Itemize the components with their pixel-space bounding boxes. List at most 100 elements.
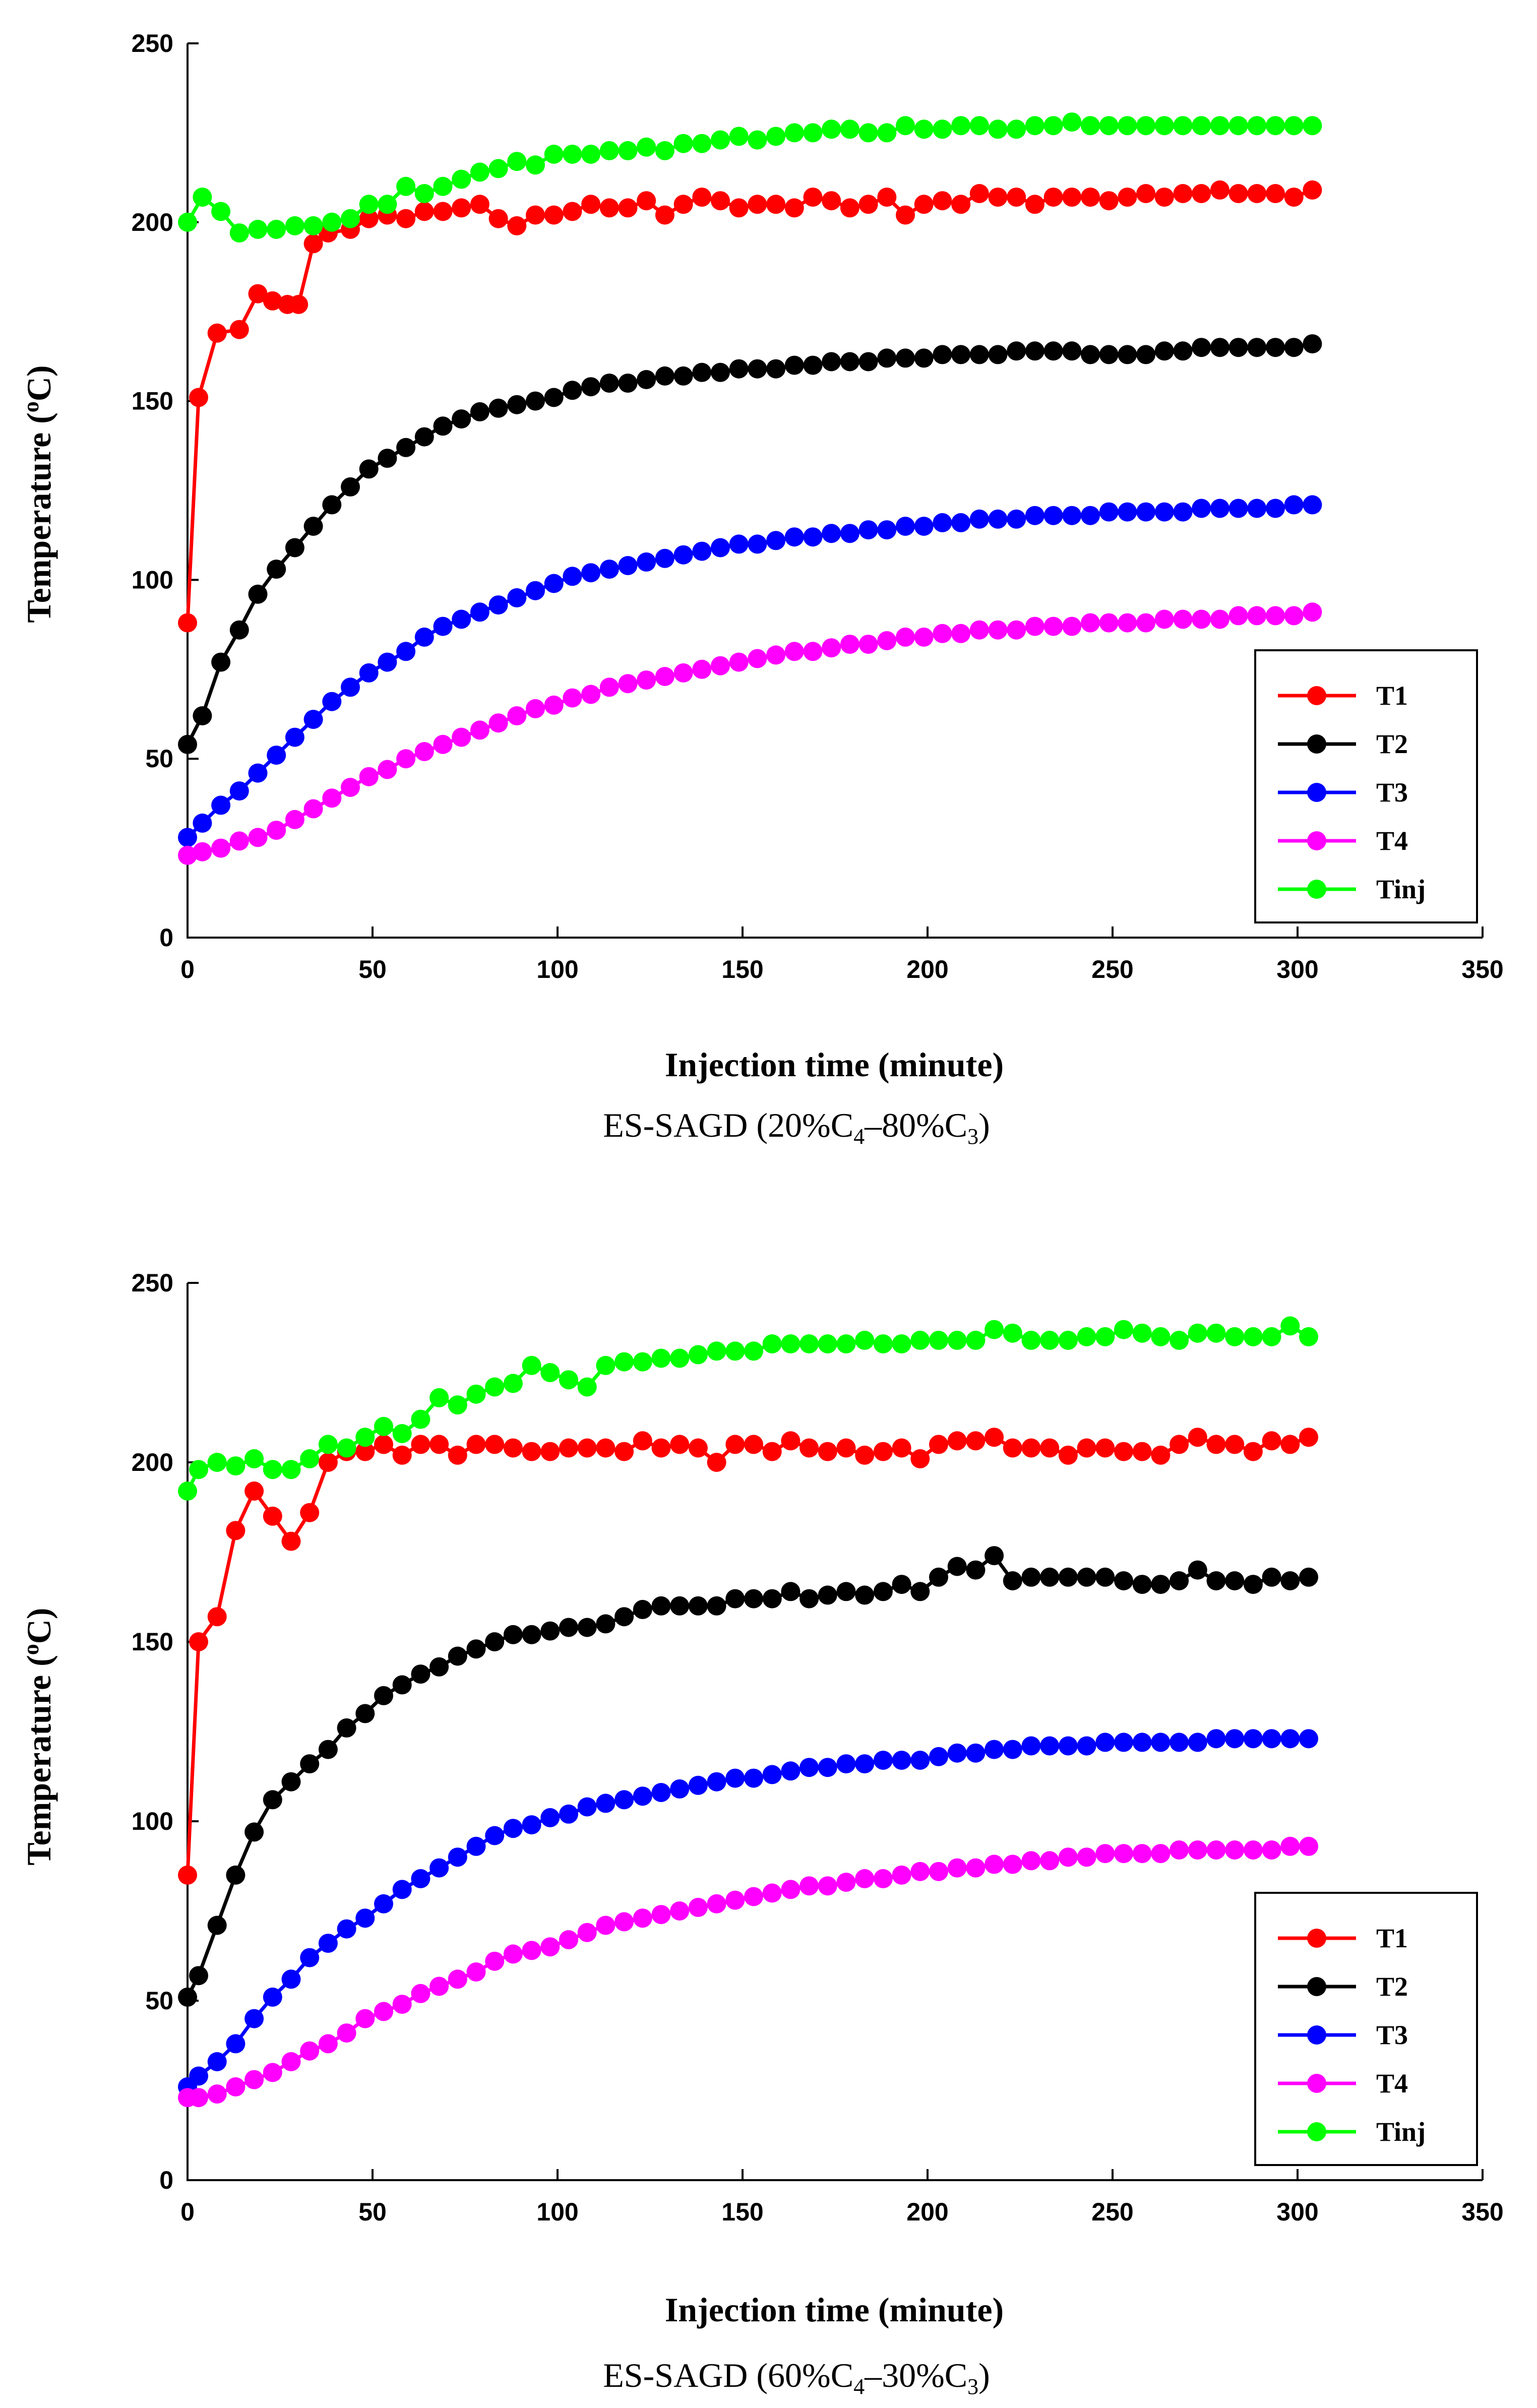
point-top-T4-44 [988,620,1008,640]
point-bottom-T4-49 [1077,1847,1096,1867]
point-bottom-Tinj-37 [855,1330,875,1350]
point-top-Tinj-19 [526,155,545,175]
point-bottom-T3-22 [577,1797,597,1817]
plot-area-bottom: 0 50 100 150 200 250 0 50 100 150 200 250 300 350 T1 T2… [132,1269,1504,2226]
point-bottom-T1-20 [540,1442,560,1461]
point-bottom-Tinj-15 [448,1395,467,1415]
y-tick-label-top-100: 100 [132,566,173,594]
point-top-Tinj-10 [359,195,379,214]
point-bottom-T4-47 [1040,1851,1060,1871]
point-bottom-T2-2 [207,1916,227,1935]
point-top-T3-15 [452,609,471,629]
point-bottom-T2-3 [226,1865,245,1885]
legend-marker-top-T2 [1307,734,1326,754]
point-top-T4-4 [248,828,268,847]
legend-label-top-T1: T1 [1376,681,1408,711]
point-top-T4-20 [544,695,564,715]
point-top-T2-7 [303,517,323,536]
point-bottom-T2-57 [1225,1571,1245,1590]
point-bottom-T3-54 [1170,1733,1189,1752]
point-bottom-T2-55 [1188,1560,1207,1580]
point-top-T3-12 [396,642,416,661]
series-line-top-T4 [187,610,1313,857]
x-tick-label-top-100: 100 [536,955,578,983]
point-bottom-T3-53 [1151,1733,1171,1752]
point-bottom-T3-45 [1003,1740,1022,1759]
point-top-T4-22 [581,685,601,704]
point-top-T2-24 [618,374,638,393]
point-top-T2-58 [1247,338,1267,357]
point-bottom-Tinj-47 [1040,1330,1060,1350]
point-top-T2-29 [711,362,730,382]
point-bottom-Tinj-17 [485,1377,505,1397]
point-bottom-T3-31 [744,1768,763,1788]
point-top-T3-10 [359,663,379,683]
point-top-T2-1 [193,706,212,725]
plot-area-top: 0 50 100 150 200 250 0 50 100 150 200 250 300 350 T1 T2… [132,29,1504,983]
point-bottom-T2-9 [337,1718,356,1738]
point-bottom-T1-54 [1170,1435,1189,1454]
point-bottom-T1-40 [910,1449,930,1468]
point-bottom-T3-43 [966,1743,986,1763]
point-bottom-Tinj-31 [744,1341,763,1361]
point-bottom-T3-57 [1225,1729,1245,1749]
point-top-T2-23 [599,374,619,393]
point-top-T1-54 [1154,188,1174,207]
point-top-T2-52 [1136,345,1156,364]
point-bottom-Tinj-0 [178,1481,197,1501]
point-bottom-T3-35 [818,1758,837,1777]
legend-label-bottom-T3: T3 [1376,2020,1408,2050]
point-top-T2-56 [1210,338,1229,357]
point-bottom-T4-5 [263,2063,282,2082]
point-top-T1-27 [655,205,674,225]
point-bottom-T1-12 [392,1445,412,1465]
y-axis-title-bottom: Temperature (oC) [19,1608,58,1865]
point-bottom-T4-31 [744,1887,763,1906]
point-top-T1-56 [1192,184,1211,203]
point-bottom-T1-26 [651,1438,671,1458]
x-tick-label-top-250: 250 [1091,955,1133,983]
point-top-T4-60 [1284,606,1304,626]
point-bottom-T4-57 [1225,1840,1245,1860]
point-top-T3-11 [378,652,397,672]
point-top-Tinj-4 [248,220,268,239]
point-bottom-T2-52 [1132,1575,1152,1594]
point-top-Tinj-26 [655,141,674,160]
point-top-T1-60 [1266,184,1285,203]
y-tick-label-top-50: 50 [145,745,173,773]
point-bottom-T4-36 [836,1873,856,1892]
x-axis-title-bottom: Injection time (minute) [665,2291,1004,2329]
point-bottom-T4-53 [1151,1844,1171,1864]
point-top-T4-37 [858,635,878,654]
point-top-T4-50 [1099,613,1119,633]
point-top-T4-7 [303,799,323,819]
point-top-T3-1 [193,813,212,833]
point-bottom-T4-27 [670,1901,690,1921]
point-top-Tinj-36 [840,119,859,139]
point-top-T4-54 [1173,609,1193,629]
point-top-T2-51 [1118,345,1137,364]
point-top-T4-0 [178,845,197,865]
point-top-T4-53 [1154,609,1174,629]
point-top-T4-12 [396,749,416,769]
caption-top-c: –80%C [864,1106,967,1144]
point-bottom-T2-45 [1003,1571,1022,1590]
point-top-Tinj-30 [729,127,749,146]
point-bottom-Tinj-34 [800,1334,819,1353]
point-bottom-T3-21 [559,1804,578,1824]
point-bottom-T4-37 [855,1869,875,1888]
point-top-T4-5 [267,821,286,840]
point-bottom-T3-56 [1206,1729,1226,1749]
series-bottom-T1 [178,1428,1318,1885]
legend-marker-bottom-T4 [1307,2074,1326,2093]
point-bottom-T3-29 [707,1772,726,1792]
series-top-T1 [178,180,1322,633]
legend-box-top [1254,649,1478,923]
caption-top-d: 3 [967,1124,978,1149]
point-top-T1-31 [729,198,749,218]
point-bottom-T2-58 [1243,1575,1263,1594]
point-bottom-T3-34 [800,1758,819,1777]
point-top-T3-9 [341,677,360,697]
point-bottom-T2-35 [818,1585,837,1605]
point-bottom-T4-61 [1299,1836,1318,1856]
